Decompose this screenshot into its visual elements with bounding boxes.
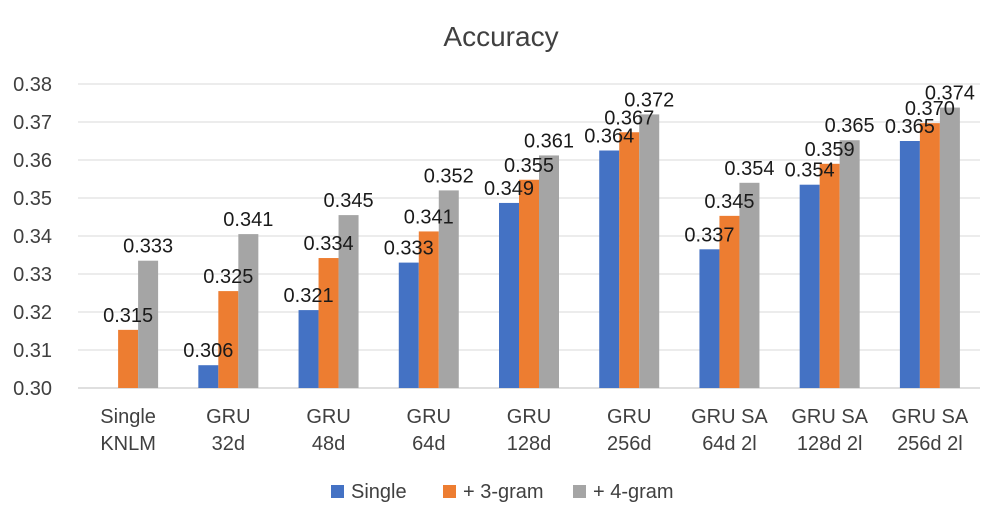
bar xyxy=(639,114,660,389)
category-label: 32d xyxy=(212,433,245,455)
y-tick-label: 0.36 xyxy=(13,150,52,172)
data-label: 0.370 xyxy=(905,98,955,120)
bar xyxy=(619,132,640,388)
y-tick-label: 0.30 xyxy=(13,378,52,400)
data-label: 0.364 xyxy=(584,126,634,148)
y-tick-label: 0.34 xyxy=(13,226,52,248)
data-label: 0.325 xyxy=(203,266,253,288)
bars xyxy=(118,107,960,389)
bar xyxy=(198,365,219,388)
bar xyxy=(819,163,840,388)
data-label: 0.345 xyxy=(324,190,374,212)
legend-swatch xyxy=(443,485,456,498)
y-tick-label: 0.32 xyxy=(13,302,52,324)
legend: Single + 3-gram + 4-gram xyxy=(331,481,674,503)
bar xyxy=(899,141,920,388)
category-label: 48d xyxy=(312,433,345,455)
data-label: 0.359 xyxy=(805,139,855,161)
category-label: 64d xyxy=(412,433,445,455)
data-label: 0.349 xyxy=(484,178,534,200)
data-label: 0.354 xyxy=(785,160,835,182)
data-label: 0.372 xyxy=(624,89,674,111)
x-axis-categories: Single KNLM GRU 32d GRU 48d GRU 64d GRU 128d GRU 25… xyxy=(100,406,969,455)
bar xyxy=(238,234,259,388)
bar xyxy=(939,107,960,388)
bar xyxy=(699,249,720,388)
category-label: KNLM xyxy=(100,433,156,455)
y-tick-label: 0.37 xyxy=(13,112,52,134)
bar xyxy=(839,140,860,388)
bar xyxy=(418,231,439,388)
data-label: 0.315 xyxy=(103,305,153,327)
bar xyxy=(919,123,940,388)
data-label: 0.365 xyxy=(825,115,875,137)
category-label: GRU xyxy=(206,406,250,428)
data-label: 0.321 xyxy=(284,285,334,307)
data-labels: 0.315 0.333 0.306 0.325 0.341 0.321 0.334 0.345… xyxy=(103,83,975,363)
y-tick-label: 0.35 xyxy=(13,188,52,210)
legend-swatch xyxy=(573,485,586,498)
category-label: Single xyxy=(100,406,156,428)
category-label: GRU xyxy=(407,406,451,428)
category-label: GRU xyxy=(507,406,551,428)
bar xyxy=(218,291,239,388)
category-label: GRU xyxy=(607,406,651,428)
y-tick-label: 0.38 xyxy=(13,74,52,96)
data-label: 0.333 xyxy=(384,238,434,260)
data-label: 0.333 xyxy=(123,236,173,258)
bar xyxy=(438,190,459,388)
data-label: 0.365 xyxy=(885,116,935,138)
data-label: 0.306 xyxy=(183,340,233,362)
data-label: 0.341 xyxy=(223,209,273,231)
y-tick-label: 0.33 xyxy=(13,264,52,286)
data-label: 0.341 xyxy=(404,206,454,228)
bar xyxy=(799,184,820,388)
bar xyxy=(398,262,419,388)
data-label: 0.367 xyxy=(604,107,654,129)
category-label: GRU SA xyxy=(892,406,969,428)
data-label: 0.354 xyxy=(724,158,774,180)
y-tick-label: 0.31 xyxy=(13,340,52,362)
data-label: 0.345 xyxy=(704,191,754,213)
bar xyxy=(338,215,359,388)
y-axis-ticks: 0.30 0.31 0.32 0.33 0.34 0.35 0.36 0.37 0.38 xyxy=(13,74,52,400)
bar xyxy=(318,258,339,388)
data-label: 0.337 xyxy=(684,224,734,246)
category-label: 128d 2l xyxy=(797,433,863,455)
bar xyxy=(719,215,740,388)
data-label: 0.355 xyxy=(504,155,554,177)
bar xyxy=(138,260,159,388)
category-label: GRU SA xyxy=(691,406,768,428)
data-label: 0.361 xyxy=(524,130,574,152)
category-label: 256d xyxy=(607,433,652,455)
category-label: 64d 2l xyxy=(702,433,757,455)
chart-title: Accuracy xyxy=(443,21,558,52)
data-label: 0.334 xyxy=(304,233,354,255)
category-label: 256d 2l xyxy=(897,433,963,455)
bar xyxy=(539,155,559,388)
legend-label: Single xyxy=(351,481,407,503)
category-label: GRU xyxy=(306,406,350,428)
bar xyxy=(519,179,539,388)
bar xyxy=(599,150,620,388)
category-label: 128d xyxy=(507,433,552,455)
data-label: 0.352 xyxy=(424,165,474,187)
legend-swatch xyxy=(331,485,344,498)
bar xyxy=(739,182,760,388)
bar xyxy=(499,202,519,388)
bar xyxy=(298,310,319,388)
data-label: 0.374 xyxy=(925,83,975,105)
legend-label: + 3-gram xyxy=(463,481,544,503)
legend-label: + 4-gram xyxy=(593,481,674,503)
bar xyxy=(118,329,139,388)
category-label: GRU SA xyxy=(791,406,868,428)
